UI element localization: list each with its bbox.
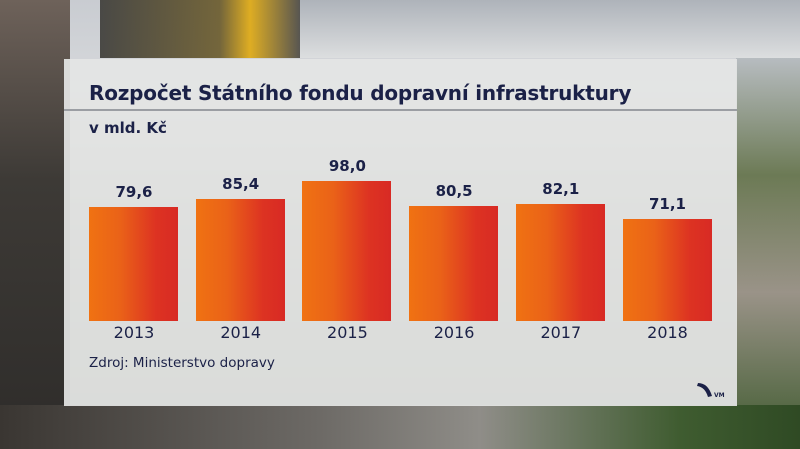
svg-text:VM: VM — [714, 392, 725, 399]
source-note: Zdroj: Ministerstvo dopravy — [89, 355, 275, 371]
category-label: 2014 — [220, 323, 262, 342]
category-label: 2018 — [647, 323, 688, 342]
bar-2018 — [622, 219, 712, 321]
bar-2013 — [89, 207, 178, 321]
background-machinery — [100, 0, 300, 58]
value-label: 71,1 — [648, 195, 686, 214]
background-trees-right — [736, 58, 800, 449]
chart-title: Rozpočet Státního fondu dopravní infrast… — [89, 81, 632, 105]
background-sky — [300, 0, 800, 58]
bar-2015 — [302, 181, 392, 321]
unit-label: v mld. Kč — [89, 119, 167, 137]
bar-2016 — [409, 206, 499, 321]
bar-plot: 79,6 2013 85,4 2014 98,0 2015 80,5 2016 82,1 2017… — [64, 59, 737, 406]
background-ground — [0, 405, 800, 449]
value-label: 98,0 — [328, 157, 366, 175]
title-divider — [64, 109, 737, 111]
bar-2017 — [515, 203, 605, 321]
category-label: 2016 — [433, 323, 475, 342]
value-label: 79,6 — [115, 183, 153, 202]
background-construction-left — [0, 0, 70, 449]
bar-2014 — [195, 199, 285, 321]
chart-panel: Rozpočet Státního fondu dopravní infrast… — [64, 59, 737, 406]
category-label: 2017 — [540, 323, 582, 342]
category-label: 2015 — [327, 323, 368, 342]
broadcaster-logo-icon: VM — [697, 383, 725, 399]
value-label: 85,4 — [222, 175, 260, 193]
category-label: 2013 — [113, 323, 155, 342]
value-label: 80,5 — [435, 182, 473, 200]
value-label: 82,1 — [542, 179, 580, 198]
